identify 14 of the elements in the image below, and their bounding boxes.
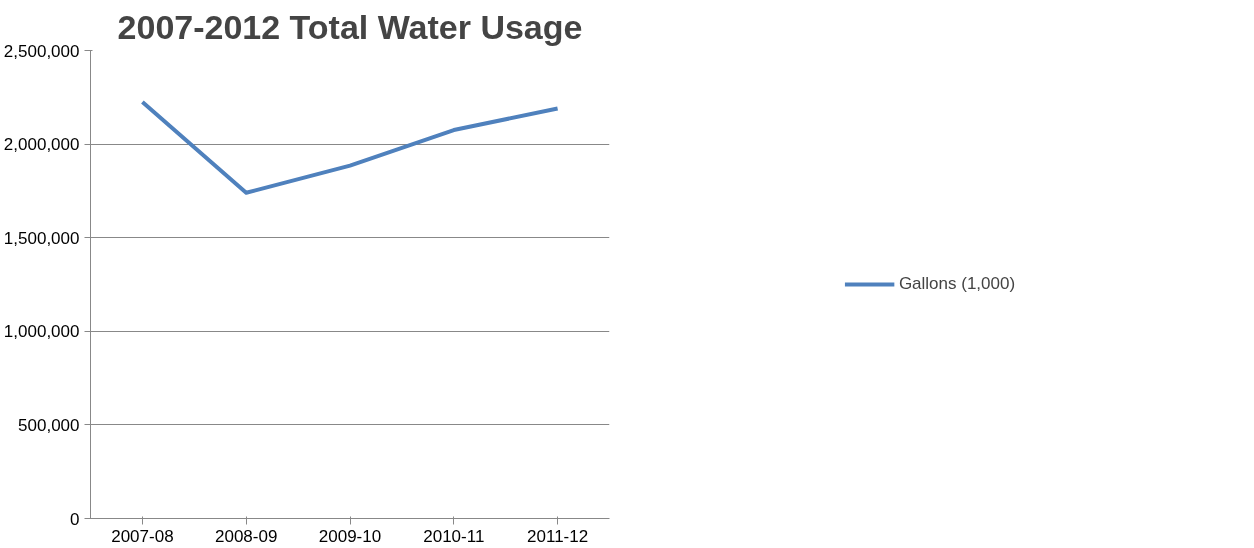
x-tick-label: 2009-10 (318, 526, 382, 546)
y-tick-label: 2,500,000 (3, 41, 80, 61)
y-tick-label: 1,000,000 (3, 322, 80, 342)
x-tick-label: 2008-09 (215, 526, 278, 546)
x-tick-label: 2007-08 (111, 526, 174, 546)
x-tick-label: 2011-12 (527, 526, 589, 546)
x-tick-label: 2010-11 (423, 526, 485, 546)
chart-title: 2007-2012 Total Water Usage (117, 7, 583, 46)
line-series (140, 99, 560, 195)
y-tick-label: 1,500,000 (3, 228, 80, 248)
y-tick-label: 0 (70, 509, 80, 529)
y-tick-label: 500,000 (18, 415, 80, 435)
y-tick-label: 2,000,000 (3, 135, 80, 155)
legend-label: Gallons (1,000) (898, 274, 1016, 294)
